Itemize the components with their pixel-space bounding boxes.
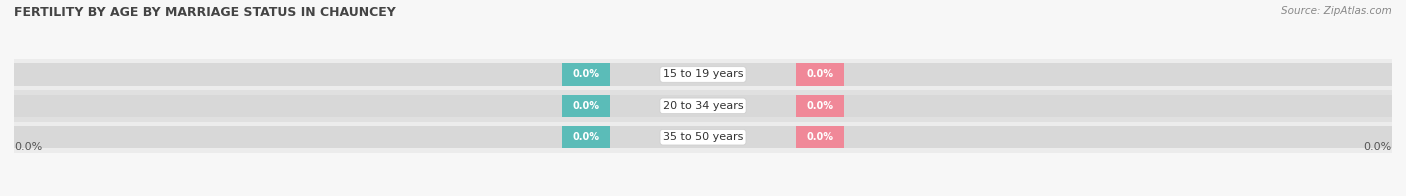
Text: 0.0%: 0.0% (572, 69, 599, 80)
Bar (562, 126, 610, 149)
Text: 0.0%: 0.0% (807, 101, 834, 111)
Text: 15 to 19 years: 15 to 19 years (662, 69, 744, 80)
Bar (14, 59, 1392, 90)
Text: 0.0%: 0.0% (1364, 142, 1392, 152)
Bar (14, 63, 1392, 86)
Bar (562, 63, 610, 86)
Legend: Married, Unmarried: Married, Unmarried (614, 193, 792, 196)
Text: 0.0%: 0.0% (572, 101, 599, 111)
Text: Source: ZipAtlas.com: Source: ZipAtlas.com (1281, 6, 1392, 16)
Bar (796, 94, 844, 117)
Bar (14, 94, 1392, 117)
Text: 35 to 50 years: 35 to 50 years (662, 132, 744, 142)
Text: 0.0%: 0.0% (14, 142, 42, 152)
Bar (14, 90, 1392, 122)
Bar (562, 94, 610, 117)
Text: 0.0%: 0.0% (807, 132, 834, 142)
Text: 20 to 34 years: 20 to 34 years (662, 101, 744, 111)
Bar (796, 63, 844, 86)
Text: 0.0%: 0.0% (572, 132, 599, 142)
Bar (14, 122, 1392, 153)
Text: FERTILITY BY AGE BY MARRIAGE STATUS IN CHAUNCEY: FERTILITY BY AGE BY MARRIAGE STATUS IN C… (14, 6, 396, 19)
Bar (796, 126, 844, 149)
Bar (14, 126, 1392, 149)
Text: 0.0%: 0.0% (807, 69, 834, 80)
